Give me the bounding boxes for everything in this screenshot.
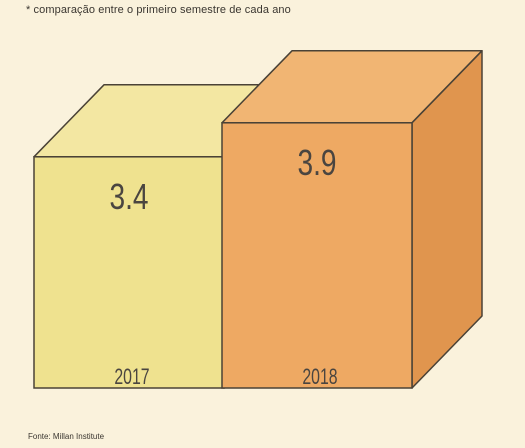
value-label-2017: 3.4 xyxy=(109,176,148,216)
category-label-2017: 2017 xyxy=(114,366,149,390)
bar-front-face xyxy=(33,156,225,389)
value-label-2018: 3.9 xyxy=(297,142,336,182)
bar-2018: 3.9 2018 xyxy=(221,50,483,390)
bar-front-face xyxy=(221,122,413,389)
chart-source: Fonte: Millan Institute xyxy=(28,432,105,441)
category-label-2018: 2018 xyxy=(302,366,337,390)
bars-group: 3.4 2017 3.9 2018 xyxy=(33,50,483,390)
chart-subtitle: * comparação entre o primeiro semestre d… xyxy=(26,4,291,16)
